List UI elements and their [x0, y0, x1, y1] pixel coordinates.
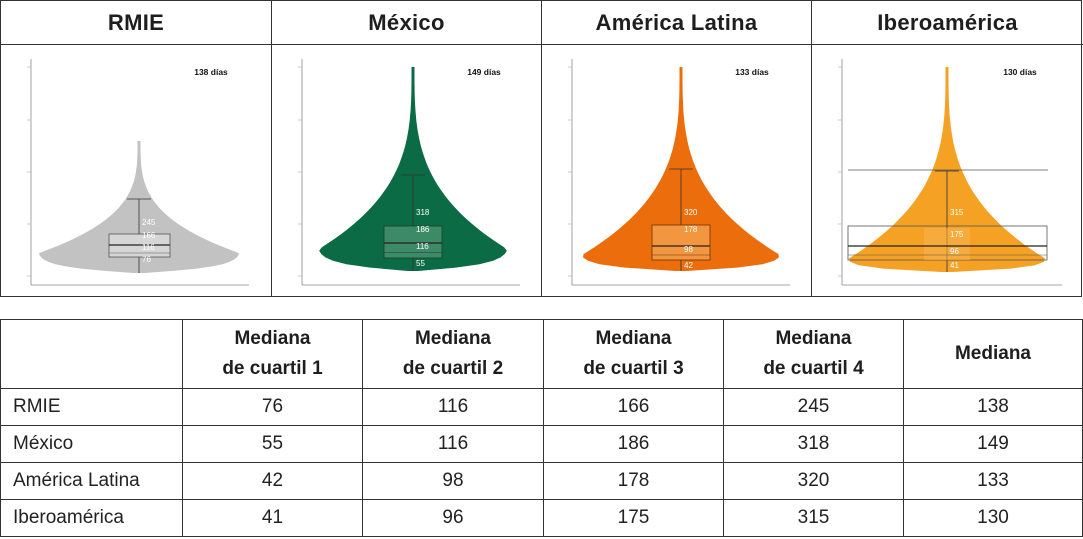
row-label: América Latina [0, 462, 183, 500]
table-cell: 186 [543, 425, 724, 463]
table-cell: 55 [182, 425, 363, 463]
violin-body [849, 67, 1045, 272]
table-body: RMIE 76 116 166 245 138 México 55 116 186 318 149 Am… [0, 388, 1083, 537]
row-label: Iberoamérica [0, 499, 183, 537]
table-cell: 245 [723, 388, 904, 426]
days-label: 133 días [735, 67, 769, 77]
stat-label: 318 [416, 208, 430, 217]
table-cell: 42 [182, 462, 363, 500]
stat-label: 166 [142, 231, 156, 240]
stats-table: Mediana de cuartil 1 Mediana de cuartil 2 Me… [0, 319, 1083, 537]
violin-plot: 315 175 96 41 130 días [838, 59, 1062, 286]
table-cell: 178 [543, 462, 724, 500]
stat-label: 96 [950, 247, 959, 256]
stat-label: 116 [416, 242, 429, 251]
days-label: 149 días [467, 67, 501, 77]
column-header: Mediana [903, 319, 1083, 389]
column-header: Mediana de cuartil 2 [362, 319, 544, 389]
row-label: RMIE [0, 388, 183, 426]
table-cell: 116 [362, 388, 544, 426]
table-cell: 149 [903, 425, 1083, 463]
column-header-line: Mediana [595, 328, 672, 349]
column-header: Mediana de cuartil 3 [543, 319, 724, 389]
table-row: América Latina 42 98 178 320 133 [0, 462, 1083, 500]
stat-label: 55 [416, 259, 425, 268]
table-header-row: Mediana de cuartil 1 Mediana de cuartil 2 Me… [0, 319, 1083, 389]
column-header: Mediana de cuartil 1 [182, 319, 363, 389]
stat-label: 320 [684, 208, 698, 217]
header-empty [0, 319, 183, 389]
table-cell: 116 [362, 425, 544, 463]
table-cell: 138 [903, 388, 1083, 426]
stat-label: 42 [684, 261, 693, 270]
column-header-line: Mediana [775, 328, 852, 349]
violin-panel: México 318 186 116 55 149 días [271, 1, 541, 297]
table-cell: 76 [182, 388, 363, 426]
stat-label: 245 [142, 218, 156, 227]
quartile-box [383, 225, 443, 259]
stat-label: 41 [950, 261, 959, 270]
table-row: Iberoamérica 41 96 175 315 130 [0, 499, 1083, 537]
quartile-box [651, 224, 711, 261]
column-header: Mediana de cuartil 4 [723, 319, 904, 389]
column-header-line: de cuartil 1 [222, 358, 323, 379]
table-cell: 318 [723, 425, 904, 463]
violin-body [319, 67, 507, 271]
stat-label: 175 [950, 230, 964, 239]
table-row: México 55 116 186 318 149 [0, 425, 1083, 463]
violin-panel: Iberoamérica 315 175 96 41 130 días [811, 1, 1083, 297]
violin-panel: América Latina 320 178 98 42 133 días [541, 1, 811, 297]
table-cell: 133 [903, 462, 1083, 500]
table-cell: 98 [362, 462, 544, 500]
stat-label: 315 [950, 208, 964, 217]
table-row: RMIE 76 116 166 245 138 [0, 388, 1083, 426]
violin-plot: 320 178 98 42 133 días [568, 59, 790, 286]
table-cell: 166 [543, 388, 724, 426]
violin-plot: 318 186 116 55 149 días [298, 59, 520, 286]
table-cell: 96 [362, 499, 544, 537]
row-label: México [0, 425, 183, 463]
days-label: 138 días [194, 67, 228, 77]
stat-label: 98 [684, 245, 693, 254]
table-cell: 41 [182, 499, 363, 537]
stat-label: 116 [142, 243, 155, 252]
violin-panel: RMIE 245 166 116 76 138 días [1, 1, 271, 297]
table-cell: 320 [723, 462, 904, 500]
panel-title: RMIE [1, 1, 271, 45]
column-header-line: de cuartil 4 [763, 358, 864, 379]
panel-title: América Latina [542, 1, 811, 45]
column-header-line: de cuartil 3 [583, 358, 684, 379]
table-cell: 130 [903, 499, 1083, 537]
violin-panels: RMIE 245 166 116 76 138 días México 318 186 116 55… [0, 0, 1083, 297]
stat-label: 186 [416, 225, 430, 234]
table-cell: 175 [543, 499, 724, 537]
days-label: 130 días [1003, 67, 1037, 77]
stat-label: 178 [684, 225, 698, 234]
panel-title: México [272, 1, 541, 45]
column-header-line: Mediana [414, 328, 492, 349]
column-header-line: Mediana [954, 343, 1032, 364]
column-header-line: de cuartil 2 [402, 358, 504, 379]
table-cell: 315 [723, 499, 904, 537]
stat-label: 76 [142, 255, 151, 264]
inner-box [924, 228, 970, 260]
panel-title: Iberoamérica [812, 1, 1083, 45]
violin-plot: 245 166 116 76 138 días [27, 59, 249, 286]
column-header-line: Mediana [234, 328, 311, 349]
